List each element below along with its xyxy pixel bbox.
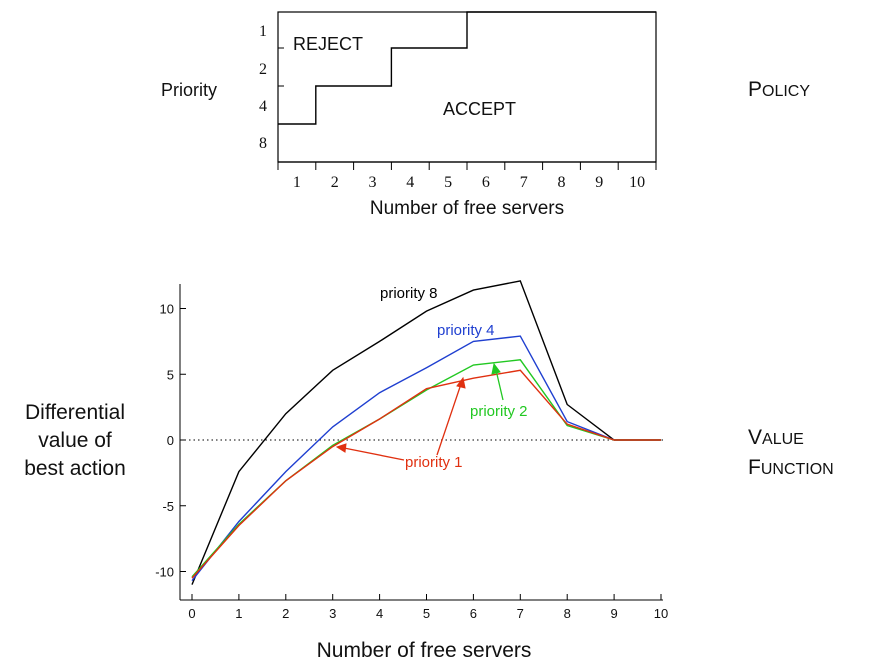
policy-x-tick-label: 6 (482, 174, 490, 191)
value-x-tick-label: 0 (188, 606, 195, 621)
small-caps-initial: V (748, 426, 762, 449)
value-x-tick-label: 6 (470, 606, 477, 621)
series-label-priority-1: priority 1 (405, 454, 463, 471)
value-y-axis-label: Differential value of best action (24, 401, 126, 480)
value-y-tick-label: 0 (167, 433, 174, 448)
policy-x-tick-label: 7 (520, 174, 528, 191)
series-line-priority-4 (191, 335, 661, 582)
value-function-chart: 10 5 0 -5 -10 0 1 2 3 4 5 6 7 8 9 10 priority 8 priori… (24, 280, 834, 662)
policy-boundary-line (278, 11, 656, 125)
value-x-tick-label: 10 (654, 606, 668, 621)
policy-row-tick-label: 8 (259, 135, 267, 152)
policy-x-ticks (277, 162, 657, 170)
policy-x-tick-label: 1 (293, 174, 301, 191)
policy-x-tick-label: 10 (629, 174, 645, 191)
small-caps-rest: OLICY (762, 83, 810, 100)
series-line-priority-1 (191, 369, 661, 579)
priority-2-arrow (491, 362, 504, 401)
value-series-lines (191, 280, 661, 585)
value-y-ticks: 10 5 0 -5 -10 (155, 302, 186, 580)
small-caps-rest: ALUE (762, 431, 804, 448)
small-caps-initial: P (748, 78, 762, 101)
value-x-tick-label: 2 (282, 606, 289, 621)
policy-side-label: POLICY (748, 78, 810, 101)
value-x-tick-label: 5 (423, 606, 430, 621)
series-label-priority-8: priority 8 (380, 285, 438, 302)
value-x-ticks: 0 1 2 3 4 5 6 7 8 9 10 (188, 594, 668, 621)
value-x-tick-label: 4 (376, 606, 383, 621)
policy-row-tick-label: 4 (259, 98, 267, 115)
small-caps-initial: F (748, 456, 761, 479)
policy-x-tick-label: 9 (595, 174, 603, 191)
series-label-priority-2: priority 2 (470, 403, 528, 420)
policy-row-tick-label: 1 (259, 23, 267, 40)
priority-1-arrow-up (436, 376, 466, 456)
value-y-tick-label: -10 (155, 565, 174, 580)
policy-row-tick-label: 2 (259, 61, 267, 78)
policy-x-tick-label: 5 (444, 174, 452, 191)
policy-x-tick-label: 2 (331, 174, 339, 191)
policy-x-tick-labels: 1 2 3 4 5 6 7 8 9 10 (293, 174, 645, 191)
value-x-axis-label: Number of free servers (317, 639, 532, 662)
value-y-tick-label: -5 (162, 499, 174, 514)
value-x-tick-label: 7 (517, 606, 524, 621)
accept-region-label: ACCEPT (443, 99, 516, 119)
priority-1-arrow-left (335, 443, 405, 461)
policy-row-label: Priority (161, 80, 217, 100)
value-y-axis-label-line: value of (38, 429, 112, 452)
policy-x-tick-label: 4 (406, 174, 414, 191)
reject-region-label: REJECT (293, 34, 363, 54)
series-label-priority-4: priority 4 (437, 322, 495, 339)
value-y-tick-label: 10 (160, 302, 174, 317)
policy-x-tick-label: 3 (369, 174, 377, 191)
value-side-label-line: VALUE (748, 426, 804, 449)
policy-row-ticks: 1 2 4 8 (259, 23, 284, 152)
value-y-tick-label: 5 (167, 367, 174, 382)
value-x-tick-label: 1 (235, 606, 242, 621)
series-line-priority-8 (191, 280, 661, 585)
value-y-axis-label-line: Differential (25, 401, 125, 424)
value-x-tick-label: 9 (610, 606, 617, 621)
value-side-label: VALUE FUNCTION (748, 426, 834, 479)
value-x-tick-label: 3 (329, 606, 336, 621)
policy-x-tick-label: 8 (558, 174, 566, 191)
value-side-label-line: FUNCTION (748, 456, 834, 479)
value-y-axis-label-line: best action (24, 457, 126, 480)
value-x-tick-label: 8 (564, 606, 571, 621)
policy-x-axis-label: Number of free servers (370, 198, 564, 219)
small-caps-rest: UNCTION (761, 461, 834, 478)
